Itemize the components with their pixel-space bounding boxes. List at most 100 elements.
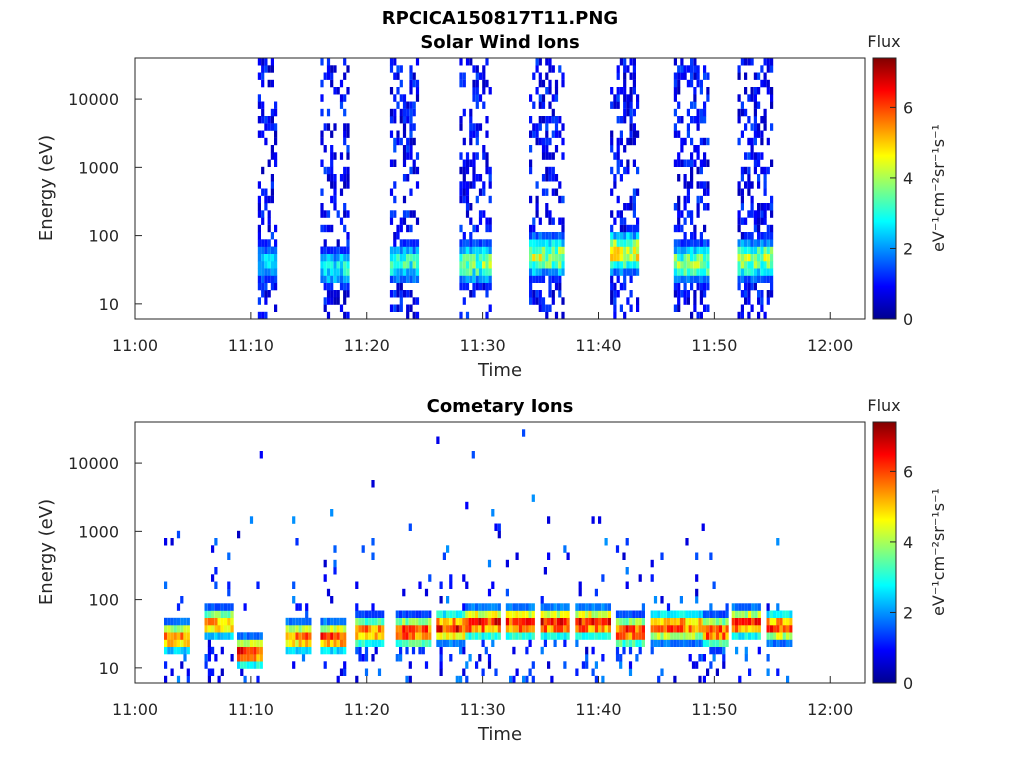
spectrogram-cell xyxy=(305,610,309,618)
spectrogram-cell xyxy=(699,282,703,291)
spectrogram-cell xyxy=(738,617,742,626)
spectrogram-cell xyxy=(364,646,369,655)
spectrogram-cell xyxy=(686,79,690,88)
spectrogram-cell xyxy=(629,130,633,138)
spectrogram-cell xyxy=(744,87,748,95)
spectrogram-cell xyxy=(257,195,261,204)
spectrogram-cell xyxy=(428,625,432,633)
spectrogram-cell xyxy=(462,246,466,254)
spectrogram-cell xyxy=(757,632,761,640)
spectrogram-cell xyxy=(680,72,684,80)
spectrogram-cell xyxy=(462,166,466,175)
spectrogram-cell xyxy=(744,610,748,618)
spectrogram-cell xyxy=(494,610,498,618)
spectrogram-cell xyxy=(585,654,589,662)
colorbar-units: eV⁻¹cm⁻²sr⁻¹s⁻¹ xyxy=(929,124,948,252)
spectrogram-cell xyxy=(532,297,536,305)
spectrogram-cell xyxy=(462,239,466,247)
spectrogram-cell xyxy=(243,675,247,683)
spectrogram-cell xyxy=(220,646,224,655)
spectrogram-cell xyxy=(326,646,331,655)
spectrogram-cell xyxy=(699,232,703,240)
spectrogram-cell xyxy=(696,166,700,175)
spectrogram-cell xyxy=(623,65,627,73)
spectrogram-cell xyxy=(760,130,764,138)
spectrogram-cell xyxy=(320,130,324,138)
spectrogram-cell xyxy=(706,246,710,254)
spectrogram-cell xyxy=(626,203,630,211)
spectrogram-cell xyxy=(346,290,350,298)
spectrogram-cell xyxy=(737,108,741,117)
spectrogram-cell xyxy=(346,232,350,240)
spectrogram-cell xyxy=(355,632,359,640)
spectrogram-cell xyxy=(267,210,271,218)
spectrogram-cell xyxy=(475,246,479,254)
spectrogram-cell xyxy=(623,217,627,225)
spectrogram-cell xyxy=(740,275,744,283)
spectrogram-cell xyxy=(343,661,347,669)
spectrogram-cell xyxy=(320,188,324,196)
spectrogram-cell xyxy=(737,311,741,319)
spectrogram-cell xyxy=(405,675,409,683)
spectrogram-cell xyxy=(399,639,403,647)
spectrogram-cell xyxy=(706,188,710,196)
spectrogram-cell xyxy=(465,152,470,160)
spectrogram-cell xyxy=(683,282,687,291)
spectrogram-cell xyxy=(343,290,347,298)
y-axis-label: Energy (eV) xyxy=(36,135,57,241)
spectrogram-cell xyxy=(753,166,757,175)
spectrogram-cell xyxy=(393,137,397,146)
spectrogram-cell xyxy=(763,72,767,80)
spectrogram-cell xyxy=(468,603,472,611)
spectrogram-cell xyxy=(601,632,605,640)
spectrogram-cell xyxy=(170,668,174,676)
x-tick-label: 12:00 xyxy=(807,336,853,355)
spectrogram-cell xyxy=(607,617,611,626)
spectrogram-cell xyxy=(326,275,331,283)
spectrogram-cell xyxy=(686,275,690,283)
spectrogram-cell xyxy=(402,261,407,269)
spectrogram-cell xyxy=(389,188,394,196)
spectrogram-cell xyxy=(509,625,513,633)
spectrogram-cell xyxy=(428,632,432,640)
spectrogram-cell xyxy=(518,617,522,626)
spectrogram-cell xyxy=(395,639,399,647)
spectrogram-cell xyxy=(548,116,552,124)
spectrogram-cell xyxy=(686,297,690,305)
spectrogram-cell xyxy=(243,654,247,662)
spectrogram-cell xyxy=(487,610,492,618)
spectrogram-cell xyxy=(180,617,184,626)
spectrogram-cell xyxy=(220,668,224,676)
spectrogram-cell xyxy=(543,610,547,618)
y-tick-label: 100 xyxy=(88,591,119,610)
spectrogram-cell xyxy=(591,516,595,524)
spectrogram-cell xyxy=(465,603,469,611)
spectrogram-cell xyxy=(560,625,564,633)
spectrogram-cell xyxy=(650,625,654,633)
spectrogram-cell xyxy=(786,639,790,647)
spectrogram-cell xyxy=(472,159,476,167)
spectrogram-cell xyxy=(471,625,475,633)
spectrogram-cell xyxy=(409,275,413,283)
spectrogram-cell xyxy=(744,239,748,247)
spectrogram-cell xyxy=(585,625,589,633)
spectrogram-cell xyxy=(629,232,633,240)
spectrogram-cells xyxy=(164,429,793,683)
spectrogram-cell xyxy=(485,152,489,160)
spectrogram-cell xyxy=(346,87,350,95)
spectrogram-cell xyxy=(396,261,400,269)
spectrogram-cell xyxy=(326,625,331,633)
spectrogram-cell xyxy=(610,87,614,95)
spectrogram-cell xyxy=(563,610,567,618)
spectrogram-cell xyxy=(176,646,181,655)
spectrogram-cell xyxy=(343,137,347,146)
spectrogram-cell xyxy=(515,610,519,618)
spectrogram-cell xyxy=(472,282,476,291)
spectrogram-cell xyxy=(442,625,446,633)
spectrogram-cell xyxy=(465,581,469,589)
spectrogram-cell xyxy=(415,181,420,189)
spectrogram-cell xyxy=(660,610,664,618)
spectrogram-cell xyxy=(230,603,234,611)
spectrogram-cell xyxy=(680,268,684,276)
spectrogram-cell xyxy=(650,632,654,640)
